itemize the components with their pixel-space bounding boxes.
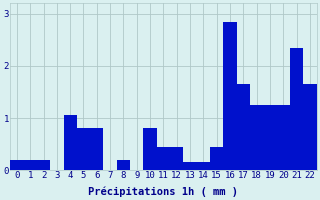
Bar: [63, 115, 77, 170]
Bar: [210, 147, 223, 170]
Bar: [90, 128, 103, 170]
Bar: [276, 105, 290, 170]
Bar: [77, 128, 90, 170]
X-axis label: Précipitations 1h ( mm ): Précipitations 1h ( mm ): [88, 186, 238, 197]
Bar: [10, 160, 24, 170]
Bar: [250, 105, 263, 170]
Bar: [236, 84, 250, 170]
Bar: [170, 147, 183, 170]
Bar: [197, 162, 210, 170]
Bar: [263, 105, 276, 170]
Bar: [303, 84, 316, 170]
Bar: [290, 48, 303, 170]
Bar: [183, 162, 197, 170]
Bar: [24, 160, 37, 170]
Bar: [37, 160, 50, 170]
Bar: [223, 22, 236, 170]
Bar: [117, 160, 130, 170]
Bar: [157, 147, 170, 170]
Bar: [143, 128, 157, 170]
